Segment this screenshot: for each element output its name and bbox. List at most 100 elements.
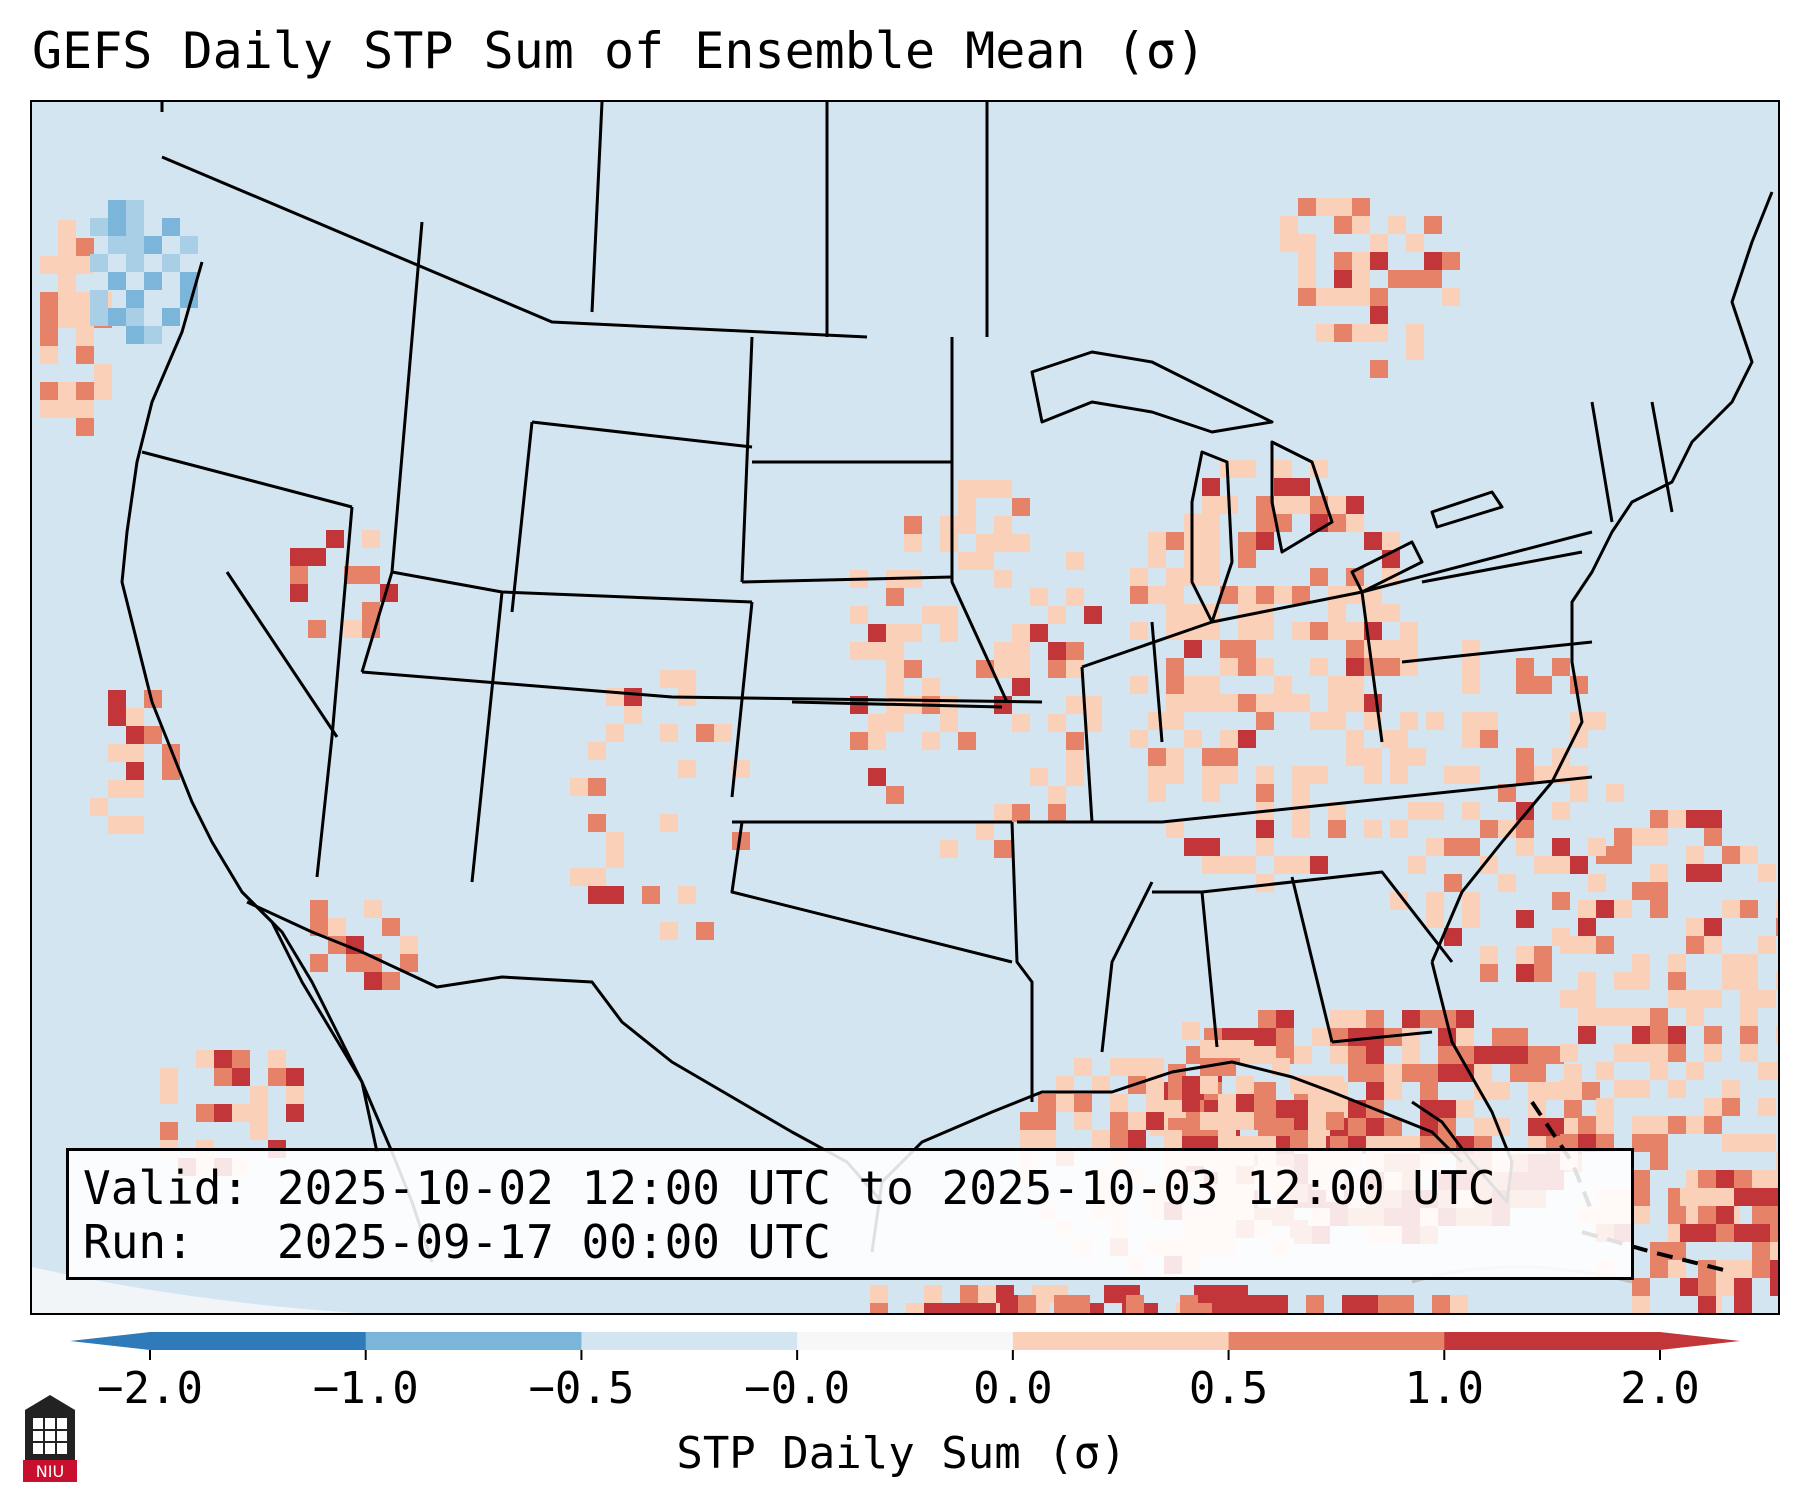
anomaly-cell <box>1238 460 1256 478</box>
anomaly-cell <box>1294 1100 1312 1118</box>
anomaly-cell <box>1148 550 1166 568</box>
anomaly-cell <box>1148 712 1166 730</box>
anomaly-cell <box>1168 1082 1186 1100</box>
anomaly-cell <box>1164 1130 1182 1148</box>
anomaly-cell <box>162 254 180 272</box>
anomaly-cell <box>1348 1028 1366 1046</box>
anomaly-cell <box>1770 1188 1778 1206</box>
anomaly-cell <box>660 814 678 832</box>
anomaly-cell <box>1130 568 1148 586</box>
anomaly-cell <box>1420 1100 1438 1118</box>
anomaly-cell <box>1722 972 1740 990</box>
anomaly-cell <box>1218 1058 1236 1076</box>
anomaly-cell <box>1474 1118 1492 1136</box>
anomaly-cell <box>1722 954 1740 972</box>
anomaly-cell <box>868 732 886 750</box>
anomaly-cell <box>1236 1040 1254 1058</box>
anomaly-cell <box>1698 1278 1716 1296</box>
anomaly-cell <box>1360 1295 1378 1313</box>
anomaly-cell <box>1238 856 1256 874</box>
anomaly-cell <box>1570 676 1588 694</box>
anomaly-cell <box>978 1285 996 1303</box>
anomaly-cell <box>1370 360 1388 378</box>
anomaly-cell <box>364 972 382 990</box>
anomaly-cell <box>144 236 162 254</box>
anomaly-cell <box>1614 972 1632 990</box>
anomaly-cell <box>1632 1008 1650 1026</box>
anomaly-cell <box>1650 882 1668 900</box>
anomaly-cell <box>678 886 696 904</box>
anomaly-cell <box>1734 1224 1752 1242</box>
anomaly-cell <box>1704 1098 1722 1116</box>
anomaly-cell <box>1298 234 1316 252</box>
colorbar-label: STP Daily Sum (σ) <box>676 1428 1127 1479</box>
anomaly-cell <box>250 1122 268 1140</box>
anomaly-cell <box>1582 1082 1600 1100</box>
anomaly-cell <box>214 1050 232 1068</box>
anomaly-cell <box>90 254 108 272</box>
anomaly-cell <box>1388 270 1406 288</box>
anomaly-cell <box>1110 1130 1128 1148</box>
anomaly-cell <box>1326 1094 1344 1112</box>
anomaly-cell <box>1348 1010 1366 1028</box>
anomaly-cell <box>1292 496 1310 514</box>
anomaly-cell <box>1256 820 1274 838</box>
anomaly-cell <box>108 816 126 834</box>
anomaly-cell <box>1234 1313 1252 1315</box>
anomaly-cell <box>94 364 112 382</box>
anomaly-cell <box>1346 496 1364 514</box>
anomaly-cell <box>1534 946 1552 964</box>
anomaly-cell <box>1552 838 1570 856</box>
anomaly-cell <box>1298 270 1316 288</box>
anomaly-cell <box>76 256 94 274</box>
anomaly-cell <box>1686 936 1704 954</box>
anomaly-cell <box>1510 1028 1528 1046</box>
anomaly-cell <box>1238 532 1256 550</box>
anomaly-cell <box>1686 1116 1704 1134</box>
anomaly-cell <box>1074 1058 1092 1076</box>
anomaly-cell <box>76 310 94 328</box>
anomaly-cell <box>1168 1100 1186 1118</box>
anomaly-cell <box>1312 1028 1330 1046</box>
state-line <box>391 570 753 604</box>
state-line <box>1080 666 1094 823</box>
anomaly-cell <box>1334 198 1352 216</box>
anomaly-cell <box>308 620 326 638</box>
anomaly-cell <box>1274 496 1292 514</box>
anomaly-cell <box>1614 846 1632 864</box>
state-line <box>1331 1030 1433 1044</box>
anomaly-cell <box>1456 1064 1474 1082</box>
state-line <box>1010 821 1034 1102</box>
anomaly-cell <box>1722 900 1740 918</box>
anomaly-cell <box>1032 1303 1050 1313</box>
anomaly-cell <box>1570 784 1588 802</box>
anomaly-cell <box>1390 766 1408 784</box>
anomaly-cell <box>1274 460 1292 478</box>
anomaly-cell <box>606 832 624 850</box>
anomaly-cell <box>108 272 126 290</box>
anomaly-cell <box>1186 1118 1204 1136</box>
anomaly-cell <box>1166 820 1184 838</box>
anomaly-cell <box>1066 660 1084 678</box>
anomaly-cell <box>1462 910 1480 928</box>
anomaly-cell <box>1462 712 1480 730</box>
anomaly-cell <box>1352 324 1370 342</box>
anomaly-cell <box>940 714 958 732</box>
anomaly-cell <box>1400 622 1418 640</box>
anomaly-cell <box>1012 714 1030 732</box>
anomaly-cell <box>1298 198 1316 216</box>
state-line <box>791 700 1003 709</box>
anomaly-cell <box>126 762 144 780</box>
anomaly-cell <box>1776 918 1778 936</box>
anomaly-cell <box>732 832 750 850</box>
anomaly-cell <box>1462 766 1480 784</box>
anomaly-cell <box>1534 856 1552 874</box>
anomaly-cell <box>1202 766 1220 784</box>
anomaly-cell <box>1258 1046 1276 1064</box>
anomaly-cell <box>1686 846 1704 864</box>
anomaly-cell <box>1528 1118 1546 1136</box>
anomaly-cell <box>1578 972 1596 990</box>
anomaly-cell <box>1776 1152 1778 1170</box>
anomaly-cell <box>1406 234 1424 252</box>
colorbar-tick-label: −1.0 <box>312 1363 419 1414</box>
